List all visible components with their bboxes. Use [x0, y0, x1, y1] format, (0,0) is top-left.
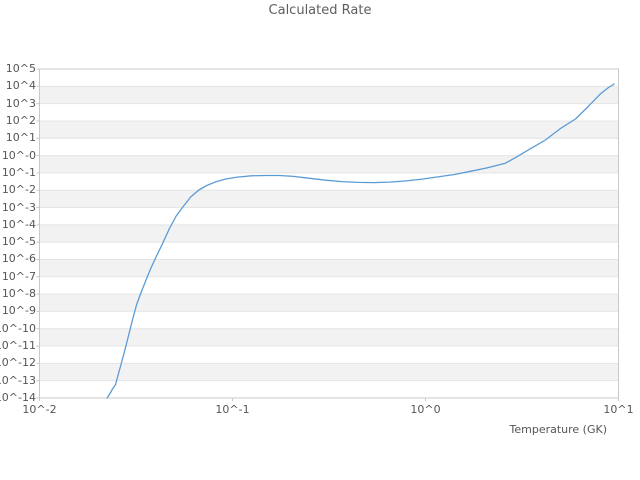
- y-tick-label: 10^4: [5, 79, 36, 93]
- x-tick-label: 10^1: [603, 403, 634, 416]
- y-tick-label: 10^-6: [1, 252, 36, 266]
- y-tick-label: 10^-14: [0, 391, 36, 404]
- grid-stripe: [39, 190, 619, 208]
- grid-stripe: [39, 224, 619, 243]
- y-tick-label: 10^-12: [0, 356, 36, 370]
- y-tick-label: 10^-5: [1, 235, 36, 249]
- chart-title: Calculated Rate: [268, 3, 372, 18]
- y-tick-label: 10^-13: [0, 373, 36, 387]
- grid-stripe: [39, 155, 619, 173]
- y-tick-label: 10^-0: [1, 148, 36, 162]
- y-tick-label: 10^-11: [0, 339, 36, 353]
- x-axis-title: Temperature (GK): [509, 423, 608, 436]
- plot-border: [39, 68, 619, 399]
- y-tick-label: 10^-2: [1, 183, 36, 197]
- grid-stripe: [39, 86, 619, 104]
- x-tick-label: 10^0: [410, 403, 441, 416]
- y-tick-label: 10^-10: [0, 321, 36, 335]
- y-tick-label: 10^3: [5, 96, 36, 110]
- x-tick-label: 10^-2: [22, 403, 57, 416]
- y-tick-label: 10^-3: [1, 200, 36, 214]
- grid-stripe: [39, 294, 619, 312]
- y-tick-label: 10^5: [5, 62, 36, 75]
- grid-stripe: [39, 328, 619, 347]
- y-tick-label: 10^1: [5, 131, 36, 145]
- rate-line: [106, 83, 615, 399]
- y-tick-label: 10^2: [5, 113, 36, 127]
- grid-stripe: [39, 259, 619, 277]
- x-tick-label: 10^-1: [215, 403, 250, 416]
- y-tick-label: 10^-9: [1, 304, 36, 318]
- y-tick-label: 10^-1: [1, 165, 36, 179]
- grid-stripe: [39, 120, 619, 139]
- y-tick-label: 10^-8: [1, 287, 36, 301]
- grid-stripe: [39, 363, 619, 381]
- y-tick-label: 10^-4: [1, 217, 36, 231]
- y-tick-label: 10^-7: [1, 269, 36, 283]
